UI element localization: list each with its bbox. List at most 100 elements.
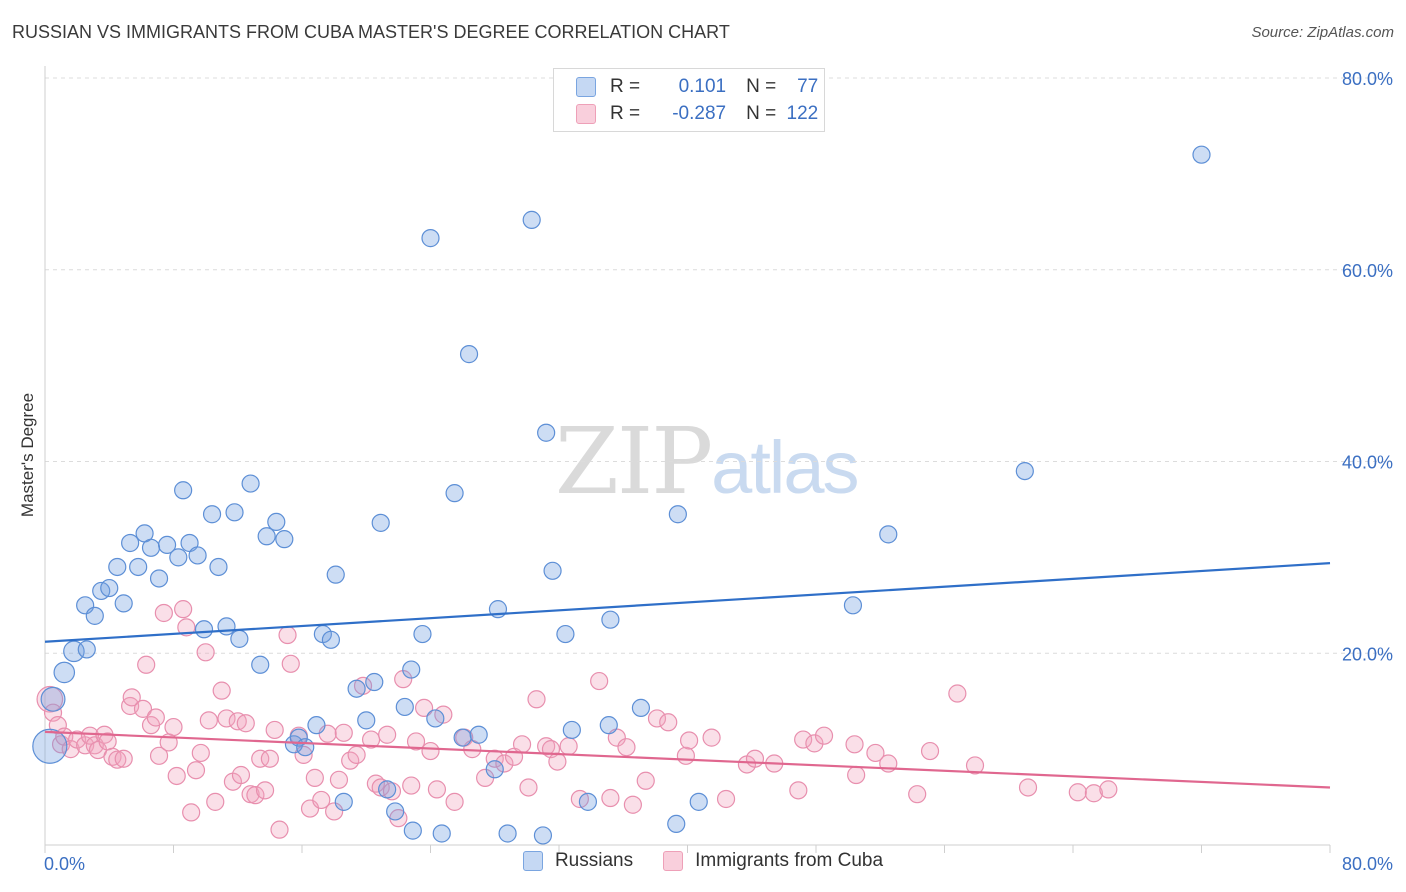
cuba-trend-line	[44, 730, 1331, 789]
russians-point	[371, 513, 390, 532]
legend-n-label: N =	[746, 103, 777, 124]
cuba-point	[512, 735, 532, 754]
cuba-point	[845, 735, 864, 754]
russians-point	[599, 716, 618, 735]
cuba-point	[246, 786, 265, 805]
cuba-point	[334, 723, 353, 742]
legend-r-value: 0.101	[678, 76, 727, 97]
russians-point	[296, 738, 315, 757]
legend-swatch-russians	[522, 851, 543, 871]
cuba-point	[794, 730, 813, 749]
russians-point	[578, 792, 598, 811]
cuba-point	[80, 726, 100, 745]
russians-point	[53, 661, 76, 684]
russians-point	[378, 780, 397, 799]
cuba-point	[199, 711, 218, 730]
tick-labels: 20.0% 40.0% 60.0% 80.0% 0.0% 80.0%	[44, 69, 1393, 874]
russians-point	[149, 569, 169, 588]
cuba-point	[270, 820, 289, 839]
russians-point	[1015, 461, 1034, 481]
cuba-point	[680, 731, 699, 750]
cuba-point	[325, 802, 344, 821]
cuba-point	[167, 766, 186, 786]
cuba-point	[402, 776, 421, 795]
russians-point	[174, 481, 193, 500]
cuba-point	[445, 792, 464, 811]
cuba-point	[1099, 780, 1118, 799]
cuba-point	[206, 792, 225, 811]
russians-point	[230, 629, 249, 648]
legend-r-label: R =	[610, 76, 641, 97]
russians-point	[365, 672, 384, 692]
cuba-point	[378, 725, 397, 744]
cuba-point	[590, 671, 609, 691]
y-tick-label: 40.0%	[1342, 453, 1393, 473]
cuba-point	[174, 600, 193, 619]
russians-point	[194, 620, 214, 639]
russians-point	[469, 725, 488, 744]
russians-point	[334, 792, 353, 811]
russians-trend-line	[44, 562, 1331, 643]
cuba-point	[347, 745, 366, 764]
cuba-point	[537, 737, 556, 756]
trend-lines	[44, 562, 1331, 789]
russians-point	[321, 630, 341, 649]
cuba-point	[154, 603, 173, 623]
russians-point	[157, 535, 177, 555]
cuba-point	[260, 749, 279, 768]
cuba-point	[716, 789, 736, 809]
cuba-point	[676, 746, 695, 765]
cuba-point	[601, 788, 620, 808]
russians-point	[879, 525, 898, 544]
cuba-point	[414, 698, 434, 717]
cuba-point	[805, 734, 824, 753]
cuba-point	[636, 771, 655, 790]
cuba-point	[103, 747, 122, 766]
cuba-point	[427, 780, 447, 799]
cuba-point	[617, 738, 636, 757]
legend-n-value: 122	[786, 103, 819, 124]
cuba-point	[255, 781, 275, 800]
legend-item-cuba: Immigrants from Cuba	[663, 850, 883, 872]
cuba-point	[527, 690, 546, 709]
russians-point	[85, 606, 104, 625]
cuba-point	[965, 756, 985, 775]
cuba-point	[186, 761, 206, 780]
cuba-point	[122, 688, 141, 707]
cuba-point	[265, 720, 284, 740]
cuba-point	[278, 625, 297, 645]
cuba-point	[164, 717, 183, 737]
russians-point	[257, 527, 276, 546]
russians-point	[141, 538, 161, 557]
legend-r-value: -0.287	[672, 103, 727, 124]
russians-point	[108, 557, 127, 577]
cuba-point	[149, 746, 169, 765]
cuba-point	[659, 713, 678, 732]
russians-point	[347, 679, 366, 698]
cuba-point	[114, 749, 133, 768]
legend-swatch-cuba	[663, 851, 684, 871]
cuba-point	[231, 765, 251, 785]
cuba-point	[623, 795, 642, 814]
cuba-point	[196, 643, 215, 662]
russians-point	[522, 210, 541, 229]
series-legend: Russians Immigrants from Cuba	[0, 850, 1406, 872]
legend-item-russians: Russians	[522, 850, 633, 872]
cuba-point	[281, 654, 300, 673]
russians-point	[459, 345, 479, 364]
russians-point	[241, 474, 260, 493]
grid-lines	[45, 77, 1392, 654]
cuba-point	[133, 699, 153, 718]
cuba-point	[548, 752, 567, 771]
cuba-point	[908, 785, 927, 804]
x-tick-label: 80.0%	[1342, 854, 1393, 874]
source-label: Source: ZipAtlas.com	[1251, 24, 1394, 41]
cuba-point	[212, 681, 231, 700]
cuba-point	[814, 726, 834, 745]
cuba-point	[495, 754, 514, 773]
cuba-point	[236, 714, 255, 733]
russians-point	[543, 561, 562, 580]
russians-point	[445, 484, 464, 503]
russians-point	[485, 760, 504, 779]
